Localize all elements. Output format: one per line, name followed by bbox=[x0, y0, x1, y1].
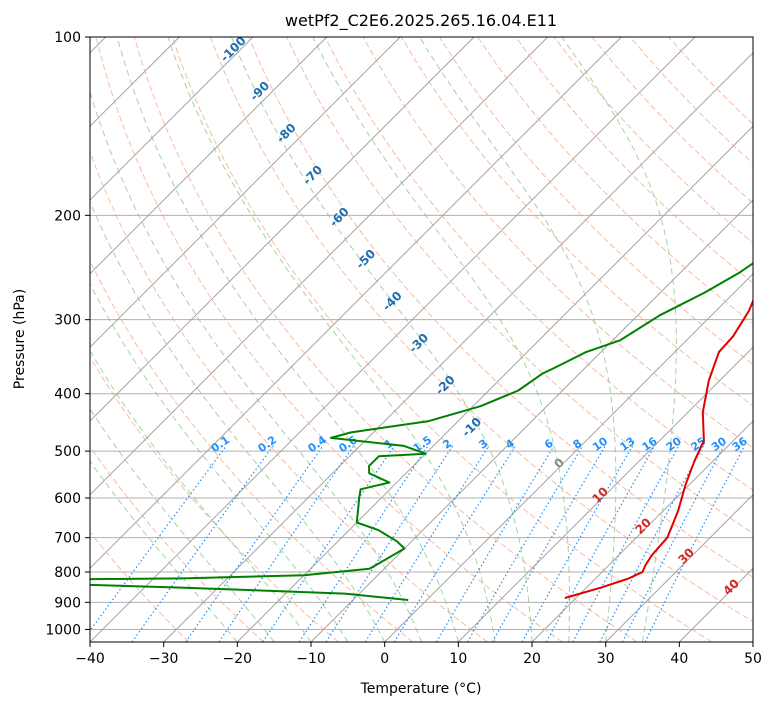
mixing-ratio-line bbox=[325, 445, 454, 642]
y-tick-label: 900 bbox=[54, 595, 81, 611]
dry-adiabat-line bbox=[90, 531, 190, 642]
moist-adiabat-line bbox=[90, 282, 349, 642]
mixing-ratio-line bbox=[545, 445, 656, 642]
y-tick-label: 500 bbox=[54, 444, 81, 460]
dry-adiabat-line bbox=[210, 37, 753, 623]
mixing-ratio-line bbox=[298, 445, 429, 642]
plot-frame bbox=[89, 36, 754, 643]
isotherm-line bbox=[90, 37, 475, 422]
isotherm-line bbox=[90, 37, 328, 275]
mixing-ratio-line bbox=[521, 445, 634, 642]
dry-adiabat-line bbox=[133, 37, 638, 642]
y-tick-label: 200 bbox=[54, 208, 81, 224]
dry-adiabat-line bbox=[286, 37, 753, 534]
mixing-ratio-line bbox=[131, 445, 274, 642]
mixing-ratio-line bbox=[644, 445, 746, 642]
moist-adiabat-line bbox=[90, 408, 275, 642]
y-axis-ticks: 100 200 300 400 500 600 700 800 900 1000 bbox=[45, 30, 90, 638]
mixing-ratio-line bbox=[466, 445, 584, 642]
chart-title: wetPf2_C2E6.2025.265.16.04.E11 bbox=[285, 11, 557, 31]
isotherm-line bbox=[531, 420, 753, 642]
moist-adiabat-line bbox=[90, 200, 386, 642]
y-tick-label: 800 bbox=[54, 565, 81, 581]
mixing-ratio-line bbox=[393, 445, 516, 642]
isotherm-line bbox=[605, 494, 753, 642]
x-tick-label: 20 bbox=[523, 651, 541, 667]
mixing-ratio-line bbox=[185, 445, 324, 642]
x-tick-label: −10 bbox=[296, 651, 326, 667]
dry-adiabat-line bbox=[515, 37, 753, 284]
x-tick-label: 50 bbox=[744, 651, 762, 667]
isotherm-lines bbox=[90, 37, 753, 642]
mixing-ratio-line bbox=[218, 445, 355, 642]
x-axis-ticks: −40 −30 −20 −10 0 10 20 30 40 50 bbox=[75, 642, 762, 667]
mixing-ratio-line bbox=[262, 445, 395, 642]
moist-adiabat-line bbox=[90, 350, 312, 642]
dry-adiabat-line bbox=[90, 150, 488, 642]
y-tick-label: 600 bbox=[54, 491, 81, 507]
x-tick-label: 30 bbox=[597, 651, 615, 667]
y-tick-label: 100 bbox=[54, 30, 81, 46]
x-tick-label: −20 bbox=[223, 651, 253, 667]
y-tick-label: 1000 bbox=[45, 622, 81, 638]
isotherm-line bbox=[90, 37, 549, 496]
mixing-ratio-line bbox=[364, 445, 490, 642]
moist-adiabat-line bbox=[231, 37, 533, 642]
y-tick-label: 700 bbox=[54, 531, 81, 547]
dry-adiabat-line bbox=[438, 37, 753, 366]
dry-adiabat-line bbox=[171, 37, 712, 642]
x-axis-label: Temperature (°C) bbox=[360, 681, 482, 697]
moist-adiabat-line bbox=[90, 90, 422, 642]
dry-adiabat-line bbox=[90, 356, 339, 642]
y-tick-label: 400 bbox=[54, 387, 81, 403]
dewpoint-line bbox=[90, 262, 753, 601]
moist-adiabats bbox=[90, 37, 677, 642]
temperature-line bbox=[564, 298, 753, 599]
dry-adiabat-line bbox=[248, 37, 753, 578]
y-axis-label: Pressure (hPa) bbox=[12, 289, 28, 389]
isotherm-line bbox=[163, 52, 753, 642]
moist-adiabat-line bbox=[167, 37, 496, 642]
isotherm-line bbox=[457, 346, 753, 642]
y-tick-label: 300 bbox=[54, 313, 81, 329]
mixing-ratio-line bbox=[435, 445, 555, 642]
x-tick-label: −40 bbox=[75, 651, 105, 667]
dry-adiabat-line bbox=[400, 37, 753, 407]
mixing-ratio-line bbox=[621, 445, 725, 642]
moist-adiabat-line bbox=[561, 37, 677, 642]
isotherm-line bbox=[384, 273, 753, 642]
dry-adiabat-line bbox=[90, 259, 414, 642]
x-tick-label: −30 bbox=[149, 651, 179, 667]
moist-adiabat-line bbox=[90, 460, 238, 642]
x-tick-label: 0 bbox=[380, 651, 389, 667]
mixing-ratio-lines bbox=[90, 445, 746, 642]
dry-adiabat-line bbox=[90, 445, 264, 642]
isotherm-line bbox=[90, 37, 401, 348]
sounding-series bbox=[90, 262, 753, 601]
isotherm-line bbox=[90, 37, 696, 642]
isotherm-line bbox=[90, 37, 622, 569]
moist-adiabat-line bbox=[419, 37, 617, 642]
plot-background bbox=[90, 37, 753, 642]
moist-adiabat-line bbox=[116, 37, 459, 642]
isotherm-line bbox=[236, 125, 753, 642]
isotherm-line bbox=[752, 641, 753, 642]
x-tick-label: 10 bbox=[449, 651, 467, 667]
x-tick-label: 40 bbox=[670, 651, 688, 667]
